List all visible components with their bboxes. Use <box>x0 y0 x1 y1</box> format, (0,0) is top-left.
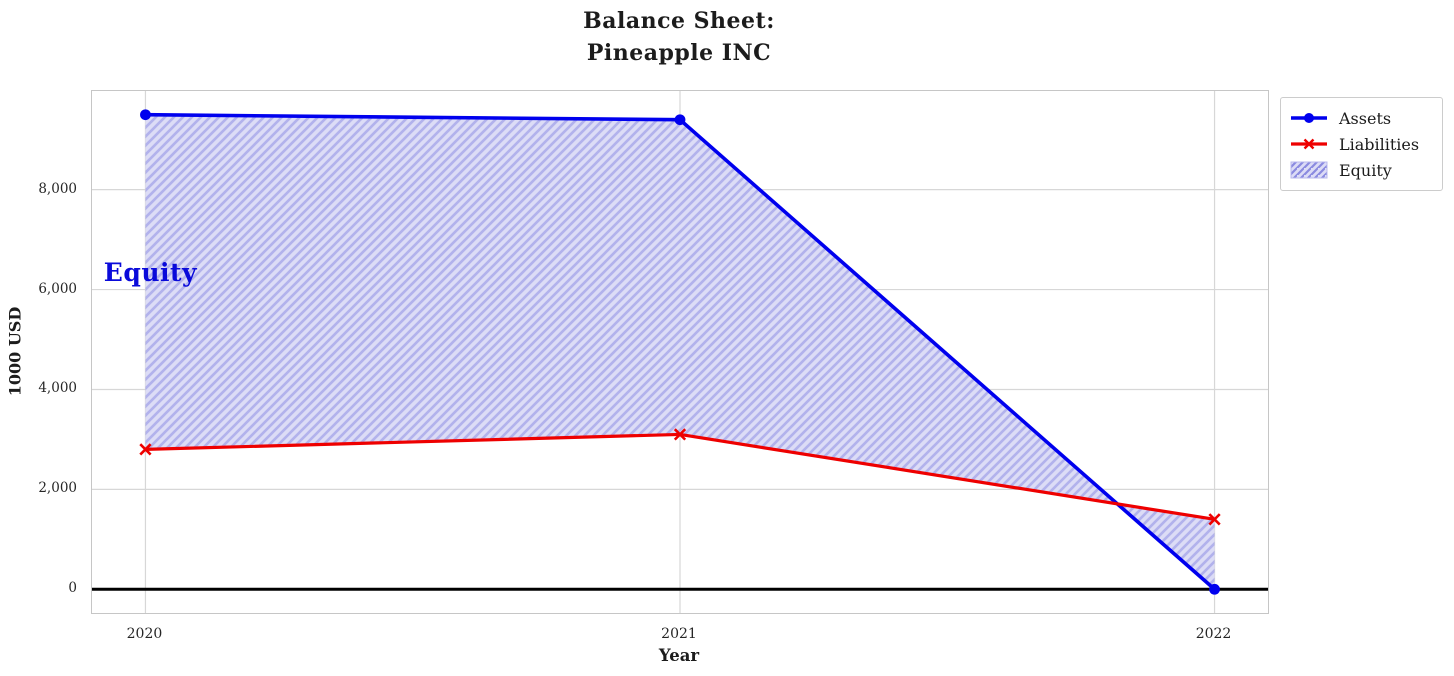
y-tick-label: 8,000 <box>38 180 77 197</box>
equity-annotation: Equity <box>103 258 198 288</box>
plot-canvas <box>92 91 1268 613</box>
liabilities-series <box>139 428 1221 526</box>
assets-data-point <box>1209 583 1220 595</box>
legend-label-equity: Equity <box>1339 160 1392 180</box>
legend-label-liabilities: Liabilities <box>1339 134 1420 154</box>
assets-data-point <box>674 114 686 126</box>
assets-line-sample-icon <box>1291 113 1327 123</box>
assets-data-point <box>140 109 151 121</box>
legend-item-assets: Assets <box>1290 105 1432 131</box>
equity-patch-sample-icon <box>1290 161 1328 179</box>
liabilities-data-point <box>673 428 687 441</box>
y-tick-label: 4,000 <box>38 380 77 397</box>
x-tick-label: 2022 <box>1195 626 1232 642</box>
y-tick-label: 0 <box>68 580 77 597</box>
x-tick-label: 2021 <box>661 626 697 642</box>
legend-label-assets: Assets <box>1339 108 1392 128</box>
liabilities-data-point <box>139 443 152 456</box>
x-axis-label: Year <box>658 646 700 665</box>
legend: Assets Liabilities Equity <box>1280 97 1443 191</box>
liabilities-data-point <box>1208 513 1221 526</box>
chart-title: Balance Sheet: Pineapple INC <box>583 8 775 66</box>
y-axis-label: 1000 USD <box>5 306 25 397</box>
assets-series <box>140 109 1220 595</box>
x-tick-label: 2020 <box>126 626 163 642</box>
legend-item-equity: Equity <box>1290 157 1432 183</box>
liabilities-line-sample-icon <box>1291 138 1327 150</box>
legend-item-liabilities: Liabilities <box>1290 131 1432 157</box>
y-tick-label: 2,000 <box>38 480 77 497</box>
y-tick-label: 6,000 <box>38 280 77 297</box>
equity-fill-region <box>145 114 1215 590</box>
plot-area: Equity <box>91 90 1269 614</box>
